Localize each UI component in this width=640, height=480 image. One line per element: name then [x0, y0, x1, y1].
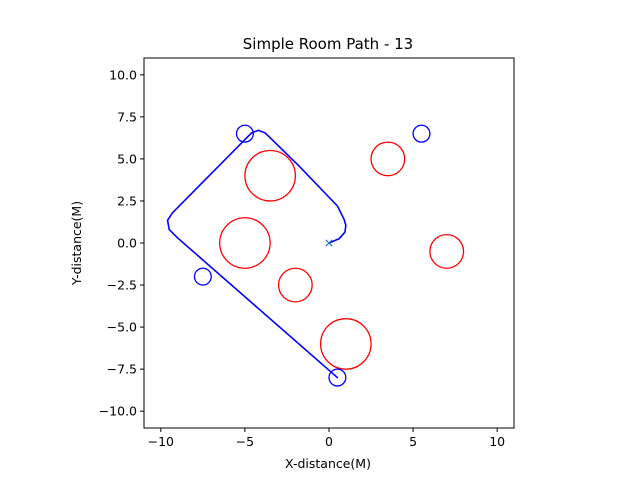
obstacle-circle-5: [370, 141, 406, 177]
obstacle-circle-2: [219, 217, 271, 269]
waypoint-circle-3: [193, 267, 212, 286]
y-tick-label: −10.0: [99, 404, 137, 419]
waypoint-circle-2: [412, 124, 431, 143]
obstacle-circle-4: [319, 318, 372, 370]
y-tick-label: 7.5: [117, 109, 137, 124]
y-tick-label: −7.5: [107, 362, 137, 377]
x-tick-label: 10: [489, 434, 505, 449]
y-axis: 10.0 7.5 5.0 2.5 0.0 −2.5 −5.0 −7.5 −10.0: [99, 67, 144, 419]
waypoint-circle-4: [328, 368, 347, 387]
obstacle-circle-1: [244, 149, 297, 202]
x-axis: −10 −5 0 5 10: [148, 428, 505, 449]
x-axis-label: X-distance(M): [285, 456, 371, 471]
chart-title: Simple Room Path - 13: [243, 35, 413, 53]
y-tick-label: −2.5: [107, 278, 137, 293]
y-axis-label: Y-distance(M): [69, 201, 84, 286]
start-marker: [325, 239, 333, 247]
y-tick-label: −5.0: [107, 320, 137, 335]
waypoint-circle-1: [235, 124, 254, 143]
y-tick-label: 0.0: [117, 236, 137, 251]
y-tick-label: 2.5: [117, 193, 137, 208]
plot-area: [166, 124, 465, 387]
x-tick-label: 5: [409, 434, 417, 449]
x-tick-label: −10: [148, 434, 174, 449]
robot-path-line: [166, 129, 347, 379]
y-tick-label: 5.0: [117, 151, 137, 166]
obstacle-circle-3: [277, 267, 313, 303]
y-tick-label: 10.0: [109, 67, 137, 82]
x-tick-label: −5: [236, 434, 254, 449]
x-tick-label: 0: [325, 434, 333, 449]
obstacle-circle-6: [429, 233, 465, 269]
